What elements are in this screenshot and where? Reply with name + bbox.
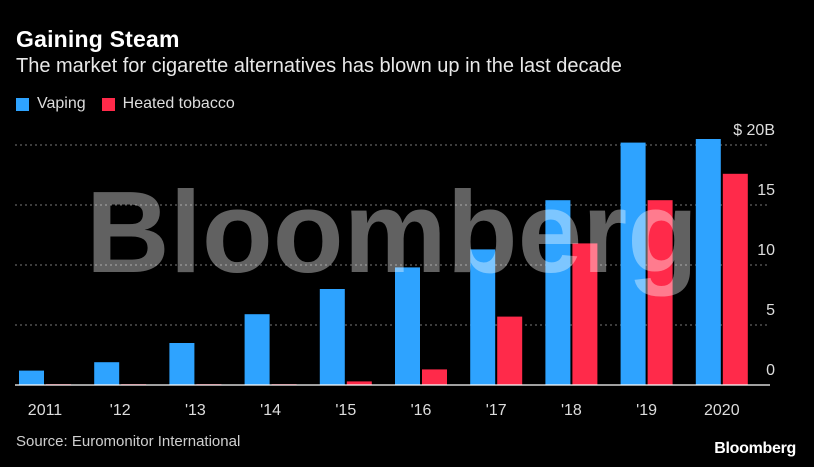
watermark: Bloomberg xyxy=(86,167,698,297)
legend-item-heated-tobacco: Heated tobacco xyxy=(101,95,235,113)
x-tick-label: '13 xyxy=(185,402,206,419)
chart-title: Gaining Steam xyxy=(16,26,180,52)
bar-vaping xyxy=(470,249,496,385)
x-tick-label: '17 xyxy=(486,402,507,419)
bar-heated-tobacco xyxy=(647,200,673,385)
bar-vaping xyxy=(244,314,270,385)
source-note: Source: Euromonitor International xyxy=(16,433,241,450)
bar-vaping xyxy=(94,362,120,385)
legend-label-vaping: Vaping xyxy=(37,95,86,112)
legend-swatch-heated-tobacco xyxy=(101,97,115,111)
bar-heated-tobacco xyxy=(722,173,748,385)
legend: Vaping Heated tobacco xyxy=(16,95,251,113)
y-tick-label: $ 20B xyxy=(733,122,775,139)
bars xyxy=(19,139,748,385)
x-tick-label: '15 xyxy=(335,402,356,419)
bar-vaping xyxy=(19,370,44,385)
x-tick-label: 2011 xyxy=(28,402,63,419)
legend-item-vaping: Vaping xyxy=(16,95,86,113)
bar-vaping xyxy=(395,267,420,385)
y-tick-label: 5 xyxy=(766,302,775,319)
bar-heated-tobacco xyxy=(497,316,523,385)
bar-heated-tobacco xyxy=(346,381,372,385)
bar-heated-tobacco xyxy=(572,243,598,385)
legend-swatch-vaping xyxy=(16,97,29,111)
legend-label-heated-tobacco: Heated tobacco xyxy=(122,95,235,112)
bar-vaping xyxy=(695,139,721,385)
x-tick-label: '16 xyxy=(411,402,432,419)
chart-subtitle: The market for cigarette alternatives ha… xyxy=(16,55,622,77)
x-tick-label: 2020 xyxy=(704,402,740,419)
y-tick-label: 15 xyxy=(757,182,775,199)
x-tick-label: '14 xyxy=(260,402,281,419)
brand-logo: Bloomberg xyxy=(714,440,796,457)
gridlines xyxy=(15,144,770,326)
bar-vaping xyxy=(545,200,571,385)
x-tick-label: '18 xyxy=(561,402,582,419)
bar-vaping xyxy=(319,289,345,385)
x-axis-ticks: 2011 '12 '13 '14 '15 '16 '17 '18 '19 2020 xyxy=(28,402,740,419)
bar-vaping xyxy=(620,142,646,385)
x-tick-label: '19 xyxy=(636,402,657,419)
bar-vaping xyxy=(169,343,195,385)
x-tick-label: '12 xyxy=(110,402,131,419)
y-axis-ticks: 0 5 10 15 $ 20B xyxy=(733,122,775,379)
y-tick-label: 0 xyxy=(766,362,775,379)
y-tick-label: 10 xyxy=(757,242,775,259)
bar-heated-tobacco xyxy=(422,369,447,385)
